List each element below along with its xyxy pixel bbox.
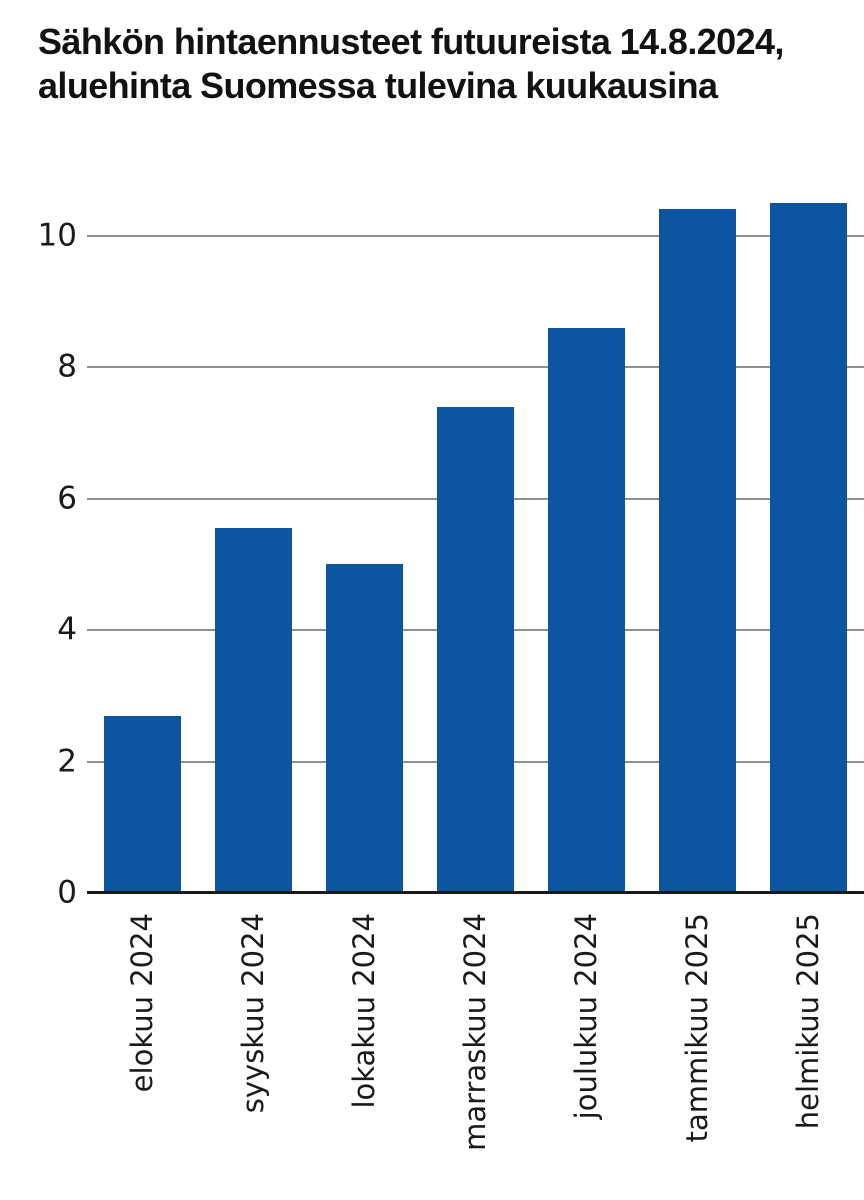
bar-series [87,193,864,893]
bar-tammikuu 2025 [658,209,737,893]
x-axis-label: helmikuu 2025 [790,913,825,1130]
x-axis-label: joulukuu 2024 [568,913,603,1120]
x-axis-label: lokakuu 2024 [346,913,381,1109]
gridline-y-10 [87,234,864,237]
x-axis-label: tammikuu 2025 [679,913,714,1143]
bar-slot [87,193,198,893]
bar-elokuu 2024 [103,715,182,893]
x-label-slot: joulukuu 2024 [531,913,642,1193]
y-axis-tick-label: 2 [57,743,77,780]
x-axis-label: elokuu 2024 [124,913,159,1093]
x-axis: elokuu 2024 syyskuu 2024 lokakuu 2024 marra… [0,893,864,1193]
bar-helmikuu 2025 [769,202,848,893]
y-axis: 0 2 4 6 8 10 [0,193,87,908]
bar-lokakuu 2024 [325,564,404,893]
bar-marraskuu 2024 [436,406,515,893]
bar-chart: 0 2 4 6 8 10 elokuu 2024 syyskuu 2024 lokakuu 2… [0,193,864,1193]
x-label-slot: elokuu 2024 [87,913,198,1193]
bar-slot [753,193,864,893]
y-axis-tick-label: 6 [57,480,77,517]
bar-slot [309,193,420,893]
plot-area [87,193,864,894]
x-label-slot: marraskuu 2024 [420,913,531,1193]
bar-slot [198,193,309,893]
page-title: Sähkön hintaennusteet futuureista 14.8.2… [38,21,784,106]
x-axis-labels: elokuu 2024 syyskuu 2024 lokakuu 2024 marra… [87,893,864,1193]
x-axis-label: marraskuu 2024 [457,913,492,1151]
bar-slot [642,193,753,893]
x-axis-line [87,891,864,894]
x-label-slot: syyskuu 2024 [198,913,309,1193]
bar-slot [420,193,531,893]
gridline-y-8 [87,366,864,369]
bar-slot [531,193,642,893]
x-label-slot: tammikuu 2025 [642,913,753,1193]
y-axis-tick-label: 10 [37,217,77,254]
plot-row: 0 2 4 6 8 10 [0,193,864,908]
bar-joulukuu 2024 [547,327,626,893]
y-axis-tick-label: 8 [57,348,77,385]
y-axis-tick-label: 0 [57,874,77,911]
bar-syyskuu 2024 [214,528,293,893]
x-label-slot: lokakuu 2024 [309,913,420,1193]
x-axis-label: syyskuu 2024 [235,913,270,1114]
y-axis-tick-label: 4 [57,611,77,648]
x-label-slot: helmikuu 2025 [753,913,864,1193]
x-axis-spacer [0,893,87,1193]
